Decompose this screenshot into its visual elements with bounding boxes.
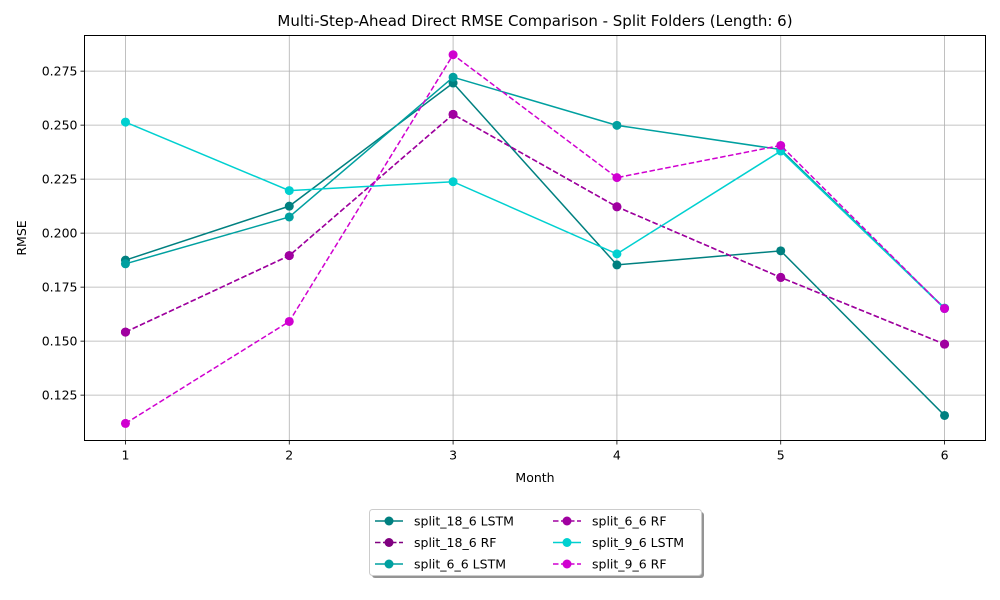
data-point [284, 251, 294, 261]
legend-label: split_6_6 LSTM [414, 557, 506, 572]
data-point [776, 246, 786, 256]
x-tick-label: 4 [613, 448, 621, 463]
x-tick-label: 2 [285, 448, 293, 463]
data-point [612, 120, 622, 130]
data-point [284, 212, 294, 222]
data-point [448, 109, 458, 119]
legend: split_18_6 LSTM split_18_6 RF split_6_6 LS… [369, 509, 704, 578]
data-point [120, 117, 130, 127]
data-point [612, 260, 622, 270]
series-group [120, 50, 950, 428]
y-tick-label: 0.200 [42, 226, 78, 241]
y-tick-label: 0.225 [42, 172, 78, 187]
legend-swatch-marker [562, 516, 572, 526]
x-axis-label: Month [515, 470, 554, 485]
y-tick-label: 0.275 [42, 64, 78, 79]
legend-items: split_18_6 LSTM split_18_6 RF split_6_6 LS… [375, 514, 684, 572]
data-point [612, 249, 622, 259]
plot-frame [84, 35, 986, 441]
series-line [125, 121, 946, 310]
data-point [120, 259, 130, 269]
data-point [120, 327, 130, 337]
y-tick-label: 0.250 [42, 118, 78, 133]
series-line [125, 113, 945, 345]
legend-label: split_9_6 LSTM [592, 535, 684, 550]
series-line [125, 82, 946, 416]
data-point [120, 418, 130, 428]
data-point [448, 72, 458, 82]
x-tick-label: 5 [777, 448, 785, 463]
data-point [448, 177, 458, 187]
data-point [940, 304, 950, 314]
data-point [612, 173, 622, 183]
data-point [612, 202, 622, 212]
data-point [284, 201, 294, 211]
series-line [125, 53, 946, 425]
chart-title: Multi-Step-Ahead Direct RMSE Comparison … [277, 12, 792, 30]
data-point [940, 339, 950, 349]
y-axis-ticks: 0.125 0.150 0.175 0.200 0.225 0.250 0.275 [42, 64, 85, 403]
legend-label: split_9_6 RF [592, 557, 667, 572]
y-axis-label: RMSE [14, 220, 29, 255]
legend-swatch-marker [562, 559, 572, 569]
legend-label: split_18_6 LSTM [414, 514, 514, 529]
data-point [776, 272, 786, 282]
x-tick-label: 3 [449, 448, 457, 463]
x-axis-ticks: 1 2 3 4 5 6 [121, 440, 949, 463]
x-tick-label: 6 [941, 448, 949, 463]
y-tick-label: 0.125 [42, 388, 78, 403]
data-point [776, 140, 786, 150]
grid [84, 35, 986, 441]
data-point [284, 186, 294, 196]
legend-swatch-marker [562, 538, 572, 547]
y-tick-label: 0.175 [42, 280, 78, 295]
legend-label: split_6_6 RF [592, 514, 667, 529]
series-line [125, 76, 946, 309]
data-point [940, 410, 950, 420]
legend-box [369, 509, 702, 576]
legend-swatch-marker [384, 538, 394, 547]
legend-swatch-marker [384, 516, 394, 526]
data-point [284, 316, 294, 326]
y-tick-label: 0.150 [42, 334, 78, 349]
x-tick-label: 1 [121, 448, 129, 463]
legend-label: split_18_6 RF [414, 535, 497, 550]
legend-swatch-marker [384, 559, 394, 569]
data-point [448, 50, 458, 60]
